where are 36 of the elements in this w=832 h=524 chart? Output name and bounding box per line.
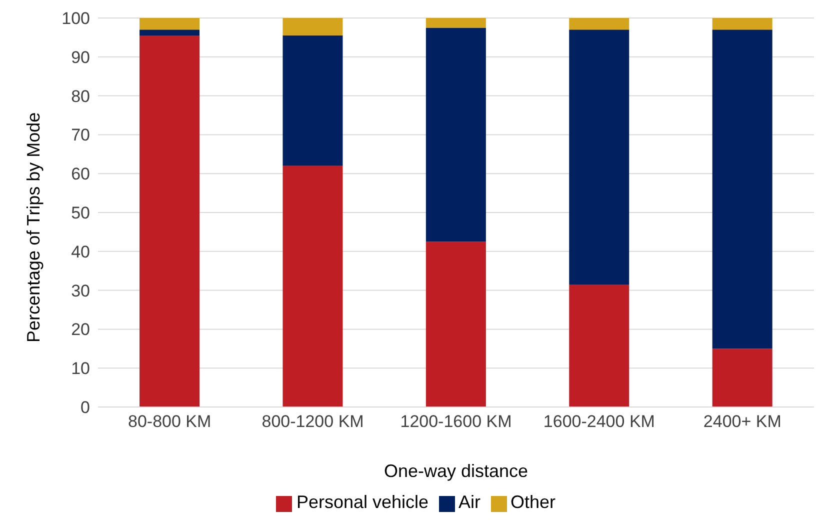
bar [712, 18, 772, 30]
bar [140, 18, 200, 30]
bar [426, 242, 486, 407]
bar [712, 348, 772, 407]
bar [712, 30, 772, 349]
y-tick-label: 30 [71, 281, 90, 300]
bar [282, 166, 343, 407]
y-tick-label: 20 [71, 320, 90, 340]
legend-label: Air [458, 492, 481, 512]
y-tick-label: 70 [71, 126, 90, 145]
x-tick-label: 80-800 KM [128, 412, 212, 432]
y-tick-label: 10 [71, 359, 90, 378]
y-tick-label: 50 [71, 204, 90, 223]
y-tick-label: 80 [71, 86, 90, 106]
y-tick-label: 0 [80, 398, 90, 418]
bar [426, 18, 486, 28]
y-tick-label: 100 [62, 9, 90, 28]
bar [569, 284, 630, 407]
bar [569, 30, 630, 284]
y-axis-title: Percentage of Trips by Mode [23, 112, 44, 342]
legend-label: Personal vehicle [296, 492, 429, 512]
x-tick-label: 1600-2400 KM [543, 412, 655, 432]
x-axis-title: One-way distance [384, 461, 528, 481]
y-tick-label: 90 [71, 48, 90, 67]
bar [282, 36, 343, 166]
bar [140, 30, 200, 36]
x-tick-label: 2400+ KM [703, 412, 782, 432]
legend-label: Other [510, 492, 556, 512]
y-tick-label: 40 [71, 242, 90, 262]
x-tick-label: 800-1200 KM [262, 412, 364, 432]
bar [426, 28, 486, 242]
bar [569, 18, 630, 30]
y-tick-label: 60 [71, 164, 90, 184]
bar [140, 36, 200, 407]
bar [282, 18, 343, 36]
x-tick-label: 1200-1600 KM [400, 412, 512, 432]
